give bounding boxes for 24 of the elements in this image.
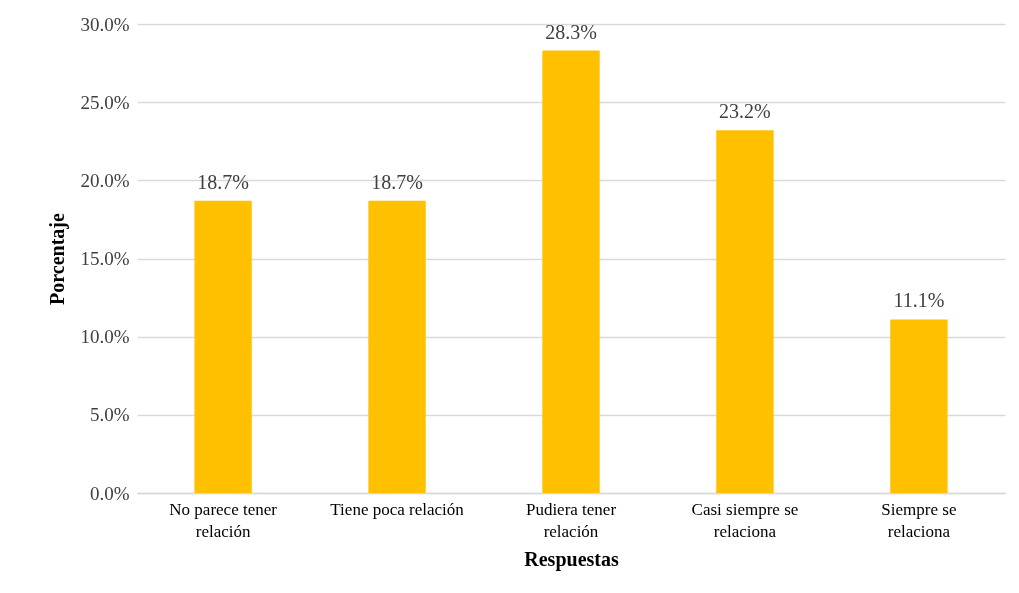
y-tick-label: 0.0% (89, 482, 130, 504)
y-tick-label: 5.0% (89, 404, 130, 426)
x-tick-label: Tiene poca relación (330, 499, 465, 519)
y-tick-label: 25.0% (80, 91, 130, 113)
data-label: 23.2% (719, 100, 771, 123)
x-tick-label: Casi siempre se relaciona (691, 499, 799, 541)
data-label: 18.7% (197, 170, 249, 193)
x-tick-label: Siempre se relaciona (881, 499, 957, 541)
y-axis-title: Porcentaje (46, 212, 70, 305)
y-tick-label: 10.0% (80, 326, 130, 348)
y-tick-label: 15.0% (80, 248, 130, 269)
x-tick-label: No parece tener relación (169, 499, 278, 541)
bar (542, 50, 600, 493)
bar (716, 130, 774, 493)
bar (194, 200, 252, 493)
data-label: 28.3% (545, 20, 597, 43)
x-tick-label: Pudiera tener relación (525, 499, 617, 541)
data-label: 11.1% (893, 289, 945, 312)
bar (890, 319, 948, 493)
x-axis-title: Respuestas (524, 547, 619, 571)
y-tick-label: 30.0% (80, 13, 130, 35)
y-tick-label: 20.0% (80, 169, 130, 191)
bar (368, 200, 426, 493)
data-label: 18.7% (371, 170, 423, 193)
